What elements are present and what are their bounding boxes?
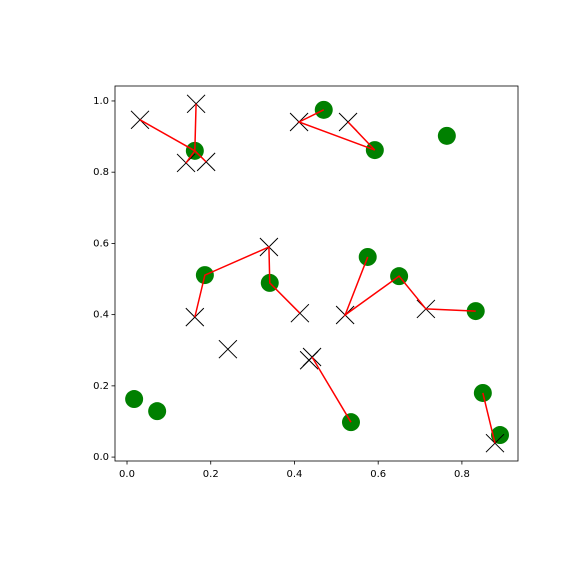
- x-marker: [218, 339, 238, 359]
- y-tick-label: 0.0: [93, 452, 109, 463]
- x-marker: [186, 94, 206, 114]
- x-tick-label: 0.4: [287, 469, 303, 480]
- link-line: [139, 103, 496, 444]
- x-marker: [299, 350, 319, 370]
- point: [490, 426, 509, 445]
- x-tick-label: 0.2: [203, 469, 219, 480]
- x-marker: [130, 110, 150, 130]
- x-marker: [485, 433, 505, 453]
- y-tick-label: 0.4: [93, 310, 109, 321]
- point: [437, 126, 456, 145]
- x-tick-label: 0.0: [119, 469, 135, 480]
- x-tick-label: 0.6: [370, 469, 386, 480]
- point: [148, 402, 167, 421]
- y-tick-label: 0.2: [93, 381, 109, 392]
- y-tick-label: 1.0: [93, 96, 109, 107]
- y-tick-label: 0.8: [93, 167, 109, 178]
- x-tick-label: 0.8: [454, 469, 470, 480]
- plot-frame: [114, 85, 519, 462]
- y-tick-label: 0.6: [93, 238, 109, 249]
- point: [125, 390, 144, 409]
